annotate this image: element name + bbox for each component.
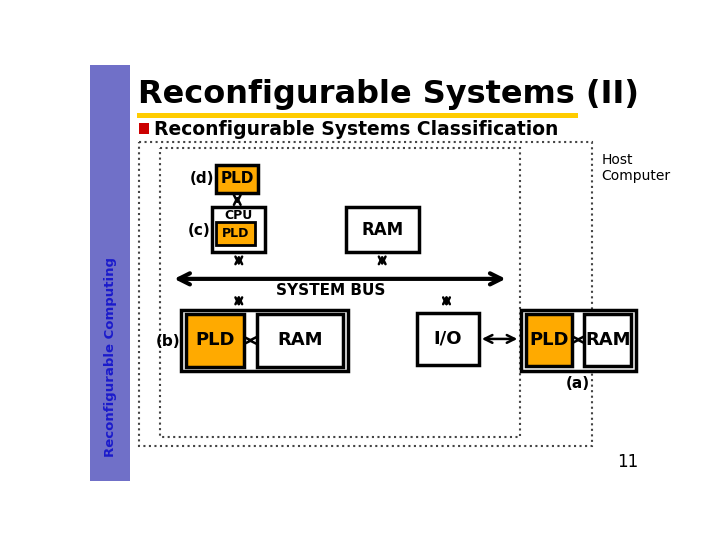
Text: 11: 11 (618, 454, 639, 471)
Text: Reconfigurable Systems Classification: Reconfigurable Systems Classification (153, 120, 558, 139)
Text: RAM: RAM (361, 220, 403, 239)
Text: (c): (c) (187, 223, 210, 238)
Text: Reconfigurable Systems (II): Reconfigurable Systems (II) (138, 78, 639, 110)
Text: PLD: PLD (220, 171, 254, 186)
Text: PLD: PLD (529, 330, 569, 349)
Bar (585, 314, 631, 366)
Bar (181, 309, 348, 372)
Text: RAM: RAM (277, 332, 323, 349)
Bar (417, 313, 479, 365)
Bar (139, 142, 593, 446)
Text: RAM: RAM (585, 330, 631, 349)
Bar (216, 222, 255, 245)
Text: PLD: PLD (222, 227, 249, 240)
Text: CPU: CPU (225, 209, 253, 222)
Bar (90, 65, 130, 481)
Bar (256, 314, 343, 367)
Text: I/O: I/O (433, 330, 462, 348)
Text: Reconfigurable Computing: Reconfigurable Computing (104, 258, 117, 457)
Text: PLD: PLD (195, 332, 235, 349)
Text: (b): (b) (156, 334, 180, 349)
Bar (521, 309, 636, 372)
Bar (526, 314, 572, 366)
Text: SYSTEM BUS: SYSTEM BUS (276, 283, 385, 298)
Text: (d): (d) (189, 171, 214, 186)
Bar (346, 207, 419, 252)
Text: Host
Computer: Host Computer (601, 153, 670, 183)
Bar (212, 207, 265, 252)
Bar (139, 123, 149, 134)
Bar (186, 314, 244, 367)
Text: (a): (a) (566, 376, 590, 391)
Bar (160, 148, 520, 437)
Bar (137, 112, 578, 118)
Bar (216, 165, 258, 193)
